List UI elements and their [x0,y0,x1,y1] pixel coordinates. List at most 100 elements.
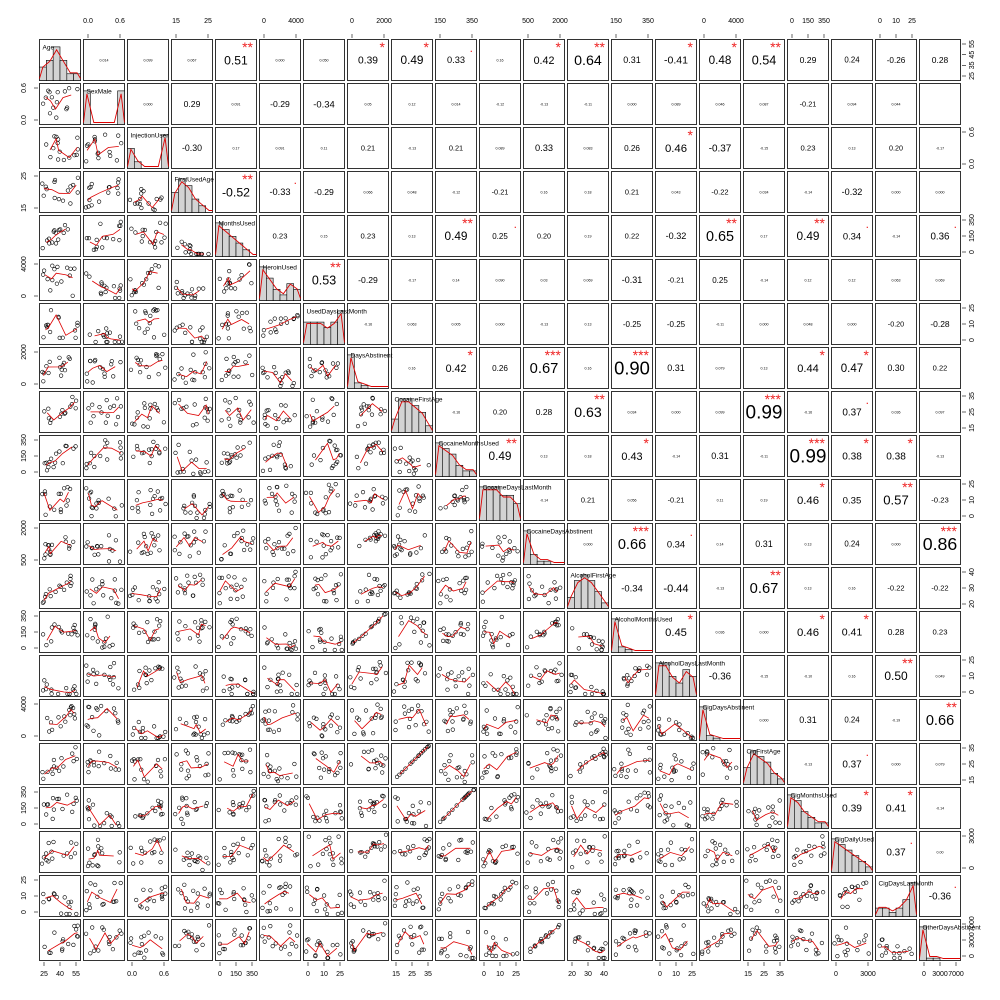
scatter-point [323,495,328,500]
scatter-point [58,724,63,729]
scatter-point [359,813,365,818]
panel-frame [655,875,697,917]
scatter-point [471,787,477,793]
panel-frame [215,787,257,829]
scatter-point [199,618,204,623]
scatter-point [69,703,74,709]
scatter-point [507,572,512,577]
scatter-point [263,709,268,714]
scatter-point [140,725,145,731]
scatter-point [645,803,651,808]
scatter-point [503,687,508,692]
scatter-point [550,793,555,798]
density-curve [743,753,785,783]
scatter-point [403,903,408,909]
axis-tick-label: 0.0 [969,159,976,169]
scatter-point [179,816,184,822]
scatter-point [263,501,268,506]
scatter-point [439,768,444,774]
scatter-point [580,908,585,913]
scatter-point [466,622,471,627]
scatter-point [88,881,93,886]
panel-frame [435,215,477,257]
scatter-point [119,587,124,592]
scatter-point [283,884,288,890]
scatter-point [405,880,410,885]
panel-frame [919,831,961,873]
scatter-point [884,945,889,951]
scatter-point [536,720,541,726]
smooth-line [360,799,384,810]
scatter-point [625,683,630,688]
scatter-point [509,755,514,760]
panel-frame [435,127,477,169]
scatter-point [556,729,561,734]
scatter-point [66,546,72,551]
scatter-point [201,515,207,521]
scatter-point [745,847,750,852]
scatter-point [44,682,49,687]
scatter-point [277,766,282,771]
panel-frame [171,127,213,169]
smooth-line [791,937,820,951]
scatter-point [102,644,107,649]
panel-frame [611,523,653,565]
scatter-point [534,665,539,670]
scatter-point [238,453,243,458]
correlation-value: -0.28 [930,319,950,329]
scatter-point [264,591,269,596]
scatter-point [162,757,167,762]
scatter-point [175,590,180,595]
panel-frame [39,831,81,873]
scatter-point [448,899,453,904]
scatter-point [626,676,632,681]
smooth-line [836,941,867,948]
panel-frame [171,39,213,81]
panel-frame [655,171,697,213]
scatter-point [203,529,208,534]
scatter-point [284,417,289,422]
panel-frame [831,347,873,389]
scatter-point [229,691,234,697]
scatter-point [66,86,72,91]
scatter-point [569,865,575,870]
scatter-point [356,665,361,670]
scatter-point [188,367,193,373]
scatter-point [204,406,210,411]
smooth-line [138,892,165,905]
scatter-point [142,227,147,233]
scatter-point [308,490,314,496]
scatter-point [75,135,80,140]
scatter-point [427,836,432,842]
scatter-point [172,328,177,333]
panel-frame [215,83,257,125]
correlation-value: 0.13 [805,542,812,546]
scatter-point [231,354,236,360]
scatter-point [583,691,588,697]
histogram-bar [448,453,457,477]
smooth-line [578,635,603,647]
scatter-point [413,509,418,514]
scatter-point [348,501,353,506]
scatter-point [138,370,143,375]
scatter-point [92,464,97,470]
scatter-point [288,585,293,591]
scatter-point [285,551,291,556]
scatter-point [219,418,224,423]
scatter-point [153,808,158,814]
scatter-point [162,586,167,592]
scatter-point [855,884,860,889]
scatter-point [240,594,245,599]
scatter-point [422,837,427,842]
axis-tick-label: 0 [482,971,486,978]
scatter-point [498,731,503,737]
scatter-point [715,942,720,948]
scatter-point [245,542,250,547]
scatter-point [111,284,116,289]
variable-label: AlcoholDaysLastMonth [659,661,726,668]
scatter-point [668,840,674,845]
scatter-point [282,546,287,551]
correlation-value: 0.014 [100,58,109,62]
panel-frame [611,215,653,257]
scatter-point [773,820,778,825]
